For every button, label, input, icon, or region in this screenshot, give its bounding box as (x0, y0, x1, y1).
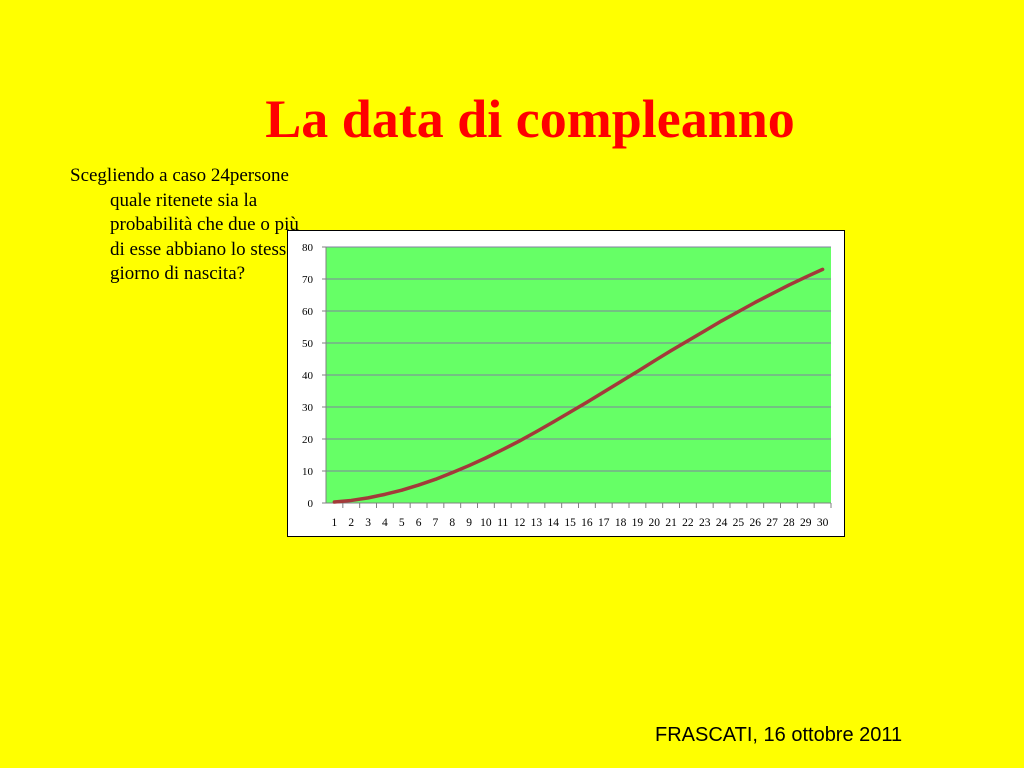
x-tick-label: 24 (716, 517, 728, 529)
data-point (669, 349, 673, 353)
data-point (821, 267, 825, 271)
question-text: Scegliendo a caso 24persone quale ritene… (70, 165, 299, 284)
data-point (720, 319, 724, 323)
x-tick-label: 26 (750, 517, 762, 529)
data-point (417, 483, 421, 487)
x-tick-label: 2 (348, 517, 354, 529)
data-point (433, 477, 437, 481)
x-tick-label: 7 (433, 517, 439, 529)
x-tick-label: 20 (649, 517, 661, 529)
x-tick-label: 30 (817, 517, 829, 529)
data-point (383, 492, 387, 496)
data-point (534, 430, 538, 434)
x-tick-label: 3 (365, 517, 371, 529)
data-point (450, 471, 454, 475)
data-point (804, 275, 808, 279)
y-tick-label: 80 (302, 242, 314, 254)
data-point (551, 420, 555, 424)
x-tick-label: 22 (682, 517, 694, 529)
data-point (787, 283, 791, 287)
x-tick-label: 9 (466, 517, 472, 529)
x-tick-label: 6 (416, 517, 422, 529)
x-tick-label: 19 (632, 517, 644, 529)
data-point (686, 339, 690, 343)
data-point (602, 390, 606, 394)
x-tick-label: 11 (497, 517, 508, 529)
data-point (753, 300, 757, 304)
x-tick-label: 15 (564, 517, 576, 529)
data-point (568, 410, 572, 414)
data-point (635, 369, 639, 373)
slide-title: La data di compleanno (265, 89, 795, 149)
data-point (770, 292, 774, 296)
y-tick-label: 30 (302, 402, 314, 414)
x-tick-label: 16 (581, 517, 593, 529)
x-tick-label: 23 (699, 517, 711, 529)
y-tick-label: 50 (302, 338, 314, 350)
data-point (400, 488, 404, 492)
x-tick-label: 18 (615, 517, 627, 529)
x-tick-label: 4 (382, 517, 388, 529)
footer-text: FRASCATI, 16 ottobre 2011 (655, 724, 903, 746)
data-point (366, 496, 370, 500)
x-tick-label: 1 (332, 517, 338, 529)
x-tick-label: 8 (449, 517, 455, 529)
data-point (703, 329, 707, 333)
data-point (467, 464, 471, 468)
data-point (736, 310, 740, 314)
y-tick-label: 70 (302, 274, 314, 286)
x-tick-label: 25 (733, 517, 745, 529)
x-tick-label: 28 (783, 517, 795, 529)
data-point (619, 380, 623, 384)
y-tick-label: 0 (308, 498, 314, 510)
x-tick-label: 27 (766, 517, 778, 529)
series-line (332, 267, 825, 504)
x-tick-label: 14 (548, 517, 560, 529)
data-point (652, 359, 656, 363)
x-tick-label: 12 (514, 517, 526, 529)
y-tick-label: 40 (302, 370, 314, 382)
data-point (501, 448, 505, 452)
x-tick-label: 5 (399, 517, 405, 529)
data-point (332, 500, 336, 504)
x-tick-label: 10 (480, 517, 492, 529)
data-point (518, 439, 522, 443)
x-tick-label: 17 (598, 517, 610, 529)
chart: 0 10 20 30 40 50 60 70 80 1 2 3 4 5 6 7 8 9 10 11 12 13 14 15 16… (287, 230, 845, 537)
x-tick-label: 13 (531, 517, 543, 529)
y-tick-label: 10 (302, 466, 314, 478)
data-point (484, 456, 488, 460)
data-point (585, 400, 589, 404)
x-tick-label: 21 (665, 517, 677, 529)
x-tick-label: 29 (800, 517, 812, 529)
data-point (349, 498, 353, 502)
y-tick-label: 20 (302, 434, 314, 446)
y-tick-label: 60 (302, 306, 314, 318)
